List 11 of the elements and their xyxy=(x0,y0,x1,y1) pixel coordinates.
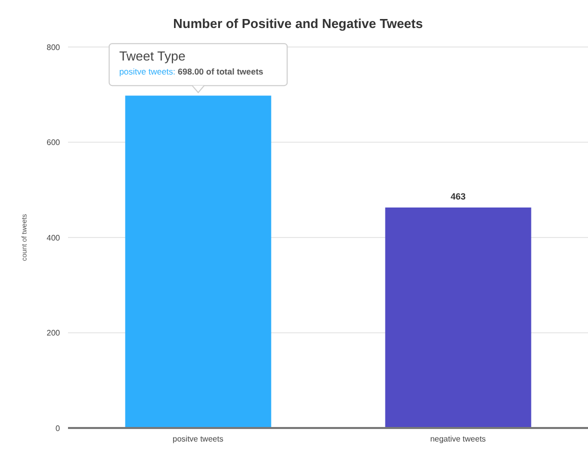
annotation: Tweet Type xyxy=(119,48,186,64)
y-tick-label: 600 xyxy=(46,138,61,148)
x-tick-label: negative tweets xyxy=(430,434,486,444)
annotation: positve tweets: 698.00 of total tweets xyxy=(119,66,264,77)
chart-title: Number of Positive and Negative Tweets xyxy=(172,15,424,33)
y-tick-label: 800 xyxy=(46,42,61,52)
x-tick-label: positve tweets xyxy=(172,434,224,444)
y-tick-label: 200 xyxy=(46,328,61,338)
y-tick-label: 400 xyxy=(46,233,61,242)
data-label: 463 xyxy=(450,191,466,202)
y-tick-label: 0 xyxy=(56,424,61,433)
